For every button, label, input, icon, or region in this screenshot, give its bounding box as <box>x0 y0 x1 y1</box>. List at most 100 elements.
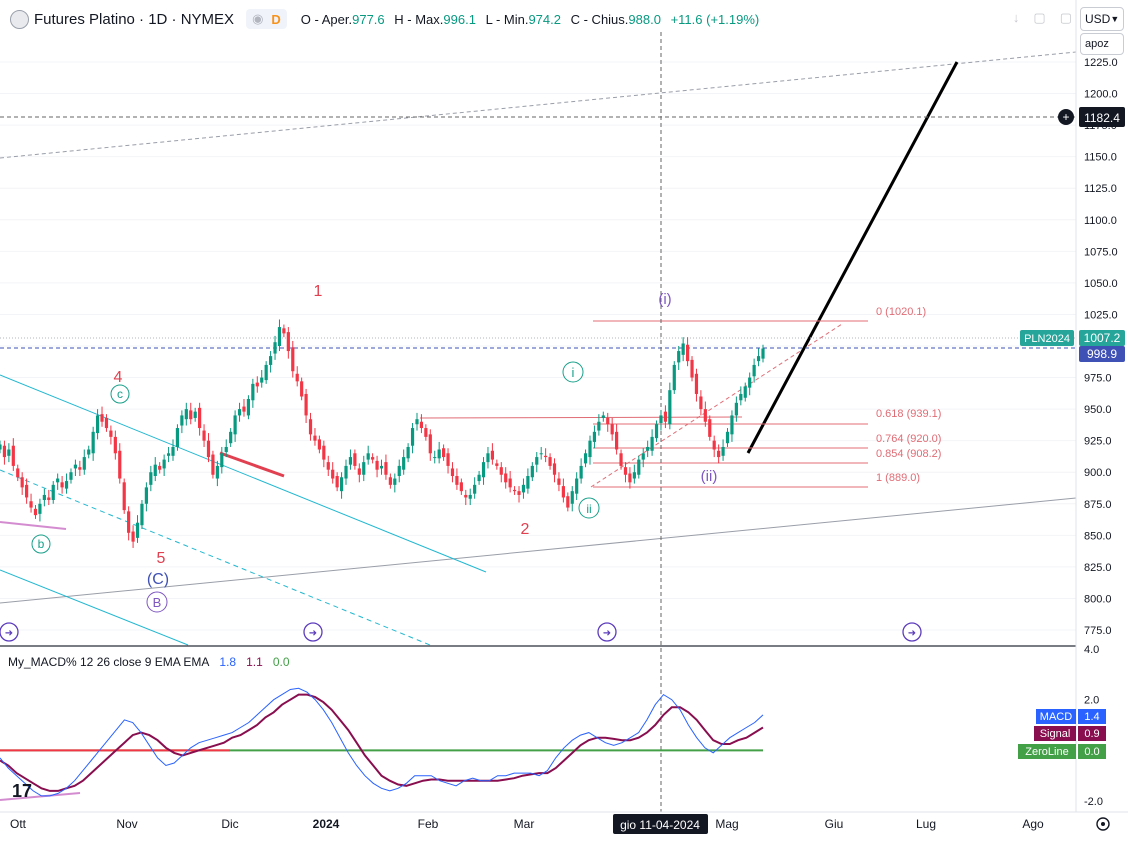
candle-body <box>202 430 206 441</box>
candle-body <box>171 446 175 456</box>
arrow-icon: ➜ <box>908 628 916 639</box>
candle-body <box>300 381 304 397</box>
wave-label-b: b <box>38 537 45 551</box>
candle-body <box>304 393 308 416</box>
symbol-title[interactable]: Futures Platino · 1D · NYMEX <box>34 10 235 28</box>
macd-header-v3: 0.0 <box>272 655 290 669</box>
candle-body <box>464 494 468 498</box>
high-label: H - Max. <box>394 11 444 27</box>
red-wave-connector <box>590 323 843 488</box>
settings-gear-icon[interactable] <box>1096 817 1110 831</box>
candle-body <box>11 445 15 466</box>
wave-c-circle <box>110 384 130 404</box>
price-tick-label: 1225.0 <box>1084 57 1118 69</box>
pln-symbol-tag <box>1020 330 1074 346</box>
wave-B-circle <box>146 591 168 613</box>
candle-body <box>353 453 357 466</box>
price-tick-label: 775.0 <box>1084 625 1112 637</box>
macd-indicator-name: My_MACD% 12 26 close 9 EMA EMA <box>8 655 210 669</box>
candle-body <box>530 465 534 478</box>
candle-body <box>282 328 286 334</box>
open-label: O - Aper. <box>300 11 353 27</box>
candle-body <box>397 465 401 477</box>
price-axis[interactable]: 1225.01200.01175.01150.01125.01100.01075… <box>1084 57 1118 808</box>
zeroline-name-tag <box>1018 744 1076 759</box>
time-tick-label: Ago <box>1022 817 1044 831</box>
candle-body <box>38 503 42 514</box>
symbol-status-pill[interactable]: ◉ D <box>246 9 287 29</box>
candle-body <box>189 410 193 420</box>
candle-body <box>512 489 517 492</box>
candle-body <box>606 417 610 425</box>
time-tick-label: Nov <box>116 817 137 831</box>
candle-body <box>685 344 690 362</box>
scale-mode-select[interactable]: apoz <box>1080 33 1124 55</box>
candle-body <box>73 464 78 469</box>
macd-header: My_MACD% 12 26 close 9 EMA EMA 1.8 1.1 0… <box>8 655 290 669</box>
tradingview-logo[interactable]: 17 <box>12 781 32 801</box>
add-alert-icon <box>1058 109 1074 125</box>
scale-mode-value: apoz <box>1085 38 1109 50</box>
candle-body <box>535 457 539 465</box>
macd-line <box>0 687 764 797</box>
last-price-tag <box>1079 346 1125 362</box>
last-price-text: 998.9 <box>1087 347 1117 361</box>
wave-label-ii: ii <box>586 502 591 516</box>
candle-body <box>104 417 109 429</box>
candle-body <box>663 411 668 422</box>
candle-body <box>42 494 46 500</box>
candle-body <box>477 474 481 482</box>
candle-body <box>127 511 131 533</box>
candle-body <box>446 453 450 466</box>
download-icon[interactable]: ↓ <box>1012 10 1020 25</box>
candle-body <box>255 382 259 387</box>
expand-icon[interactable]: ▢ <box>1033 10 1046 25</box>
candle-body <box>69 472 73 480</box>
candle-body <box>610 424 614 435</box>
wave-i-circle <box>562 361 584 383</box>
candle-body <box>575 478 579 494</box>
candle-body <box>734 402 738 416</box>
candle-body <box>47 497 51 500</box>
candle-body <box>539 453 543 455</box>
signal-name-text: Signal <box>1040 728 1071 740</box>
event-markers[interactable] <box>0 622 922 642</box>
candle-body <box>699 396 703 410</box>
chevron-down-icon: ▼ <box>1110 14 1120 24</box>
candle-body <box>384 462 388 475</box>
candle-body <box>135 522 140 538</box>
candle-body <box>393 478 397 485</box>
currency-select[interactable]: USD ▼ <box>1080 7 1124 31</box>
price-tick-label: 975.0 <box>1084 373 1112 385</box>
candle-body <box>251 383 255 401</box>
time-tick-label: Feb <box>418 817 439 831</box>
fullscreen-icon[interactable]: ▢ <box>1059 10 1072 25</box>
candle-body <box>717 450 721 458</box>
eye-icon[interactable]: ◉ <box>252 11 264 26</box>
wave-label-5: 5 <box>157 550 166 567</box>
candle-body <box>424 428 428 437</box>
signal-value-text: 0.9 <box>1084 728 1099 740</box>
candle-body <box>637 459 641 475</box>
candle-body <box>100 414 104 422</box>
candle-body <box>149 472 153 485</box>
wave-labels: 1 2 4 5 c b i ii (i) (ii) (C) B <box>31 283 717 613</box>
macd-tick-label: 4.0 <box>1084 644 1099 656</box>
candle-body <box>712 440 716 450</box>
candle-body <box>242 406 246 412</box>
crosshair-price-text: 1182.4 <box>1084 111 1120 125</box>
price-tick-label: 1200.0 <box>1084 89 1118 101</box>
candle-body <box>495 463 499 466</box>
wave-label-2: 2 <box>521 521 530 538</box>
wave-label-B: B <box>153 595 162 610</box>
wave-label-4: 4 <box>114 369 123 386</box>
time-axis[interactable]: Ott Nov Dic 2024 Feb Mar Mag Giu Lug Ago <box>10 817 1044 831</box>
fib-0764-label: 0.764 (920.0) <box>876 433 941 445</box>
candle-body <box>348 457 353 465</box>
arrow-icon: ➜ <box>603 628 611 639</box>
time-tick-label: Dic <box>221 817 238 831</box>
candle-body <box>25 484 29 498</box>
candle-body <box>592 431 597 442</box>
candle-body <box>326 462 330 470</box>
